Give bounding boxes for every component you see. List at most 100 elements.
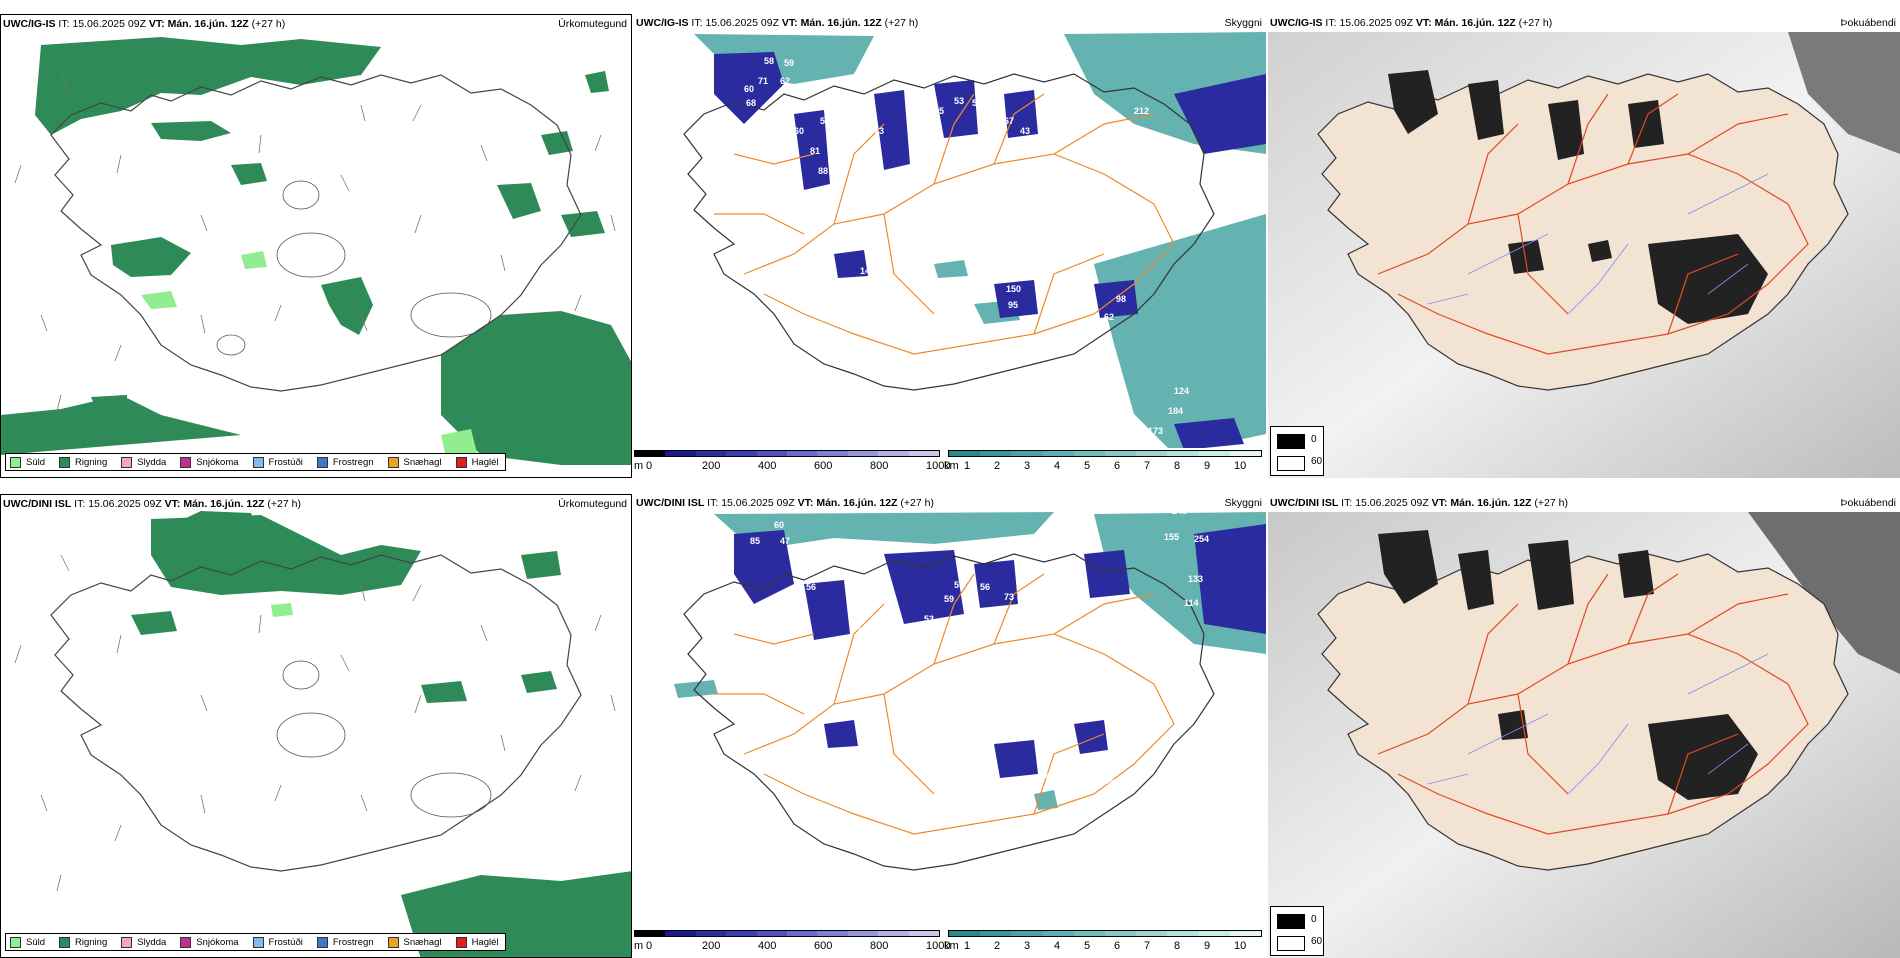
it-label: IT:: [58, 18, 70, 30]
low-vis-area: [874, 90, 910, 170]
fog-index-panel-dini: UWC/DINI ISL IT: 15.06.2025 09Z VT: Mán.…: [1268, 494, 1900, 958]
visibility-value-label: 173: [1148, 426, 1163, 436]
meter-color-bar: [634, 450, 940, 457]
visibility-value-label: 53: [972, 98, 982, 108]
km-tick-label: 1: [964, 460, 971, 472]
meter-unit: m: [634, 940, 644, 952]
visibility-value-label: 184: [1168, 406, 1183, 416]
lead-time: (+27 h): [900, 497, 934, 509]
scale-step: [756, 451, 788, 456]
panel-title: Úrkomutegund: [558, 498, 627, 510]
road-network: [714, 93, 1175, 355]
rain-area: [321, 277, 373, 335]
legend-label: Frostúði: [268, 456, 303, 468]
scale-step: [1167, 451, 1199, 456]
scale-step: [817, 931, 848, 936]
visibility-value-label: 150: [1006, 284, 1021, 294]
precip-map: [14, 511, 631, 957]
fog-dark-area: [1788, 32, 1900, 154]
legend-item: Rigning: [59, 936, 108, 948]
lead-time: (+27 h): [267, 498, 301, 510]
visibility-value-label: 91: [820, 186, 830, 196]
km-tick-label: 10: [1234, 940, 1247, 952]
scale-step: [1011, 451, 1043, 456]
it-label: IT:: [707, 497, 719, 509]
scale-step: [847, 931, 879, 936]
legend-label: Rigning: [75, 936, 108, 948]
legend-label-dark: 0: [1311, 434, 1317, 445]
km-tick-label: 5: [1084, 940, 1091, 952]
km-unit: km: [944, 460, 959, 472]
it-label: IT:: [74, 498, 86, 510]
visibility-value-label: 53: [824, 652, 834, 662]
visibility-value-label: 102: [1146, 504, 1161, 514]
legend-item: Rigning: [59, 456, 107, 468]
km-tick-label: 2: [994, 940, 1001, 952]
drizzle-area: [141, 291, 177, 309]
visibility-value-label: 73: [1038, 770, 1048, 780]
visibility-value-label: 91: [884, 184, 894, 194]
panel-header: UWC/DINI ISL IT: 15.06.2025 09Z VT: Mán.…: [1268, 494, 1900, 512]
init-time: 15.06.2025 09Z: [88, 498, 162, 510]
legend-label: Snæhagl: [403, 936, 442, 948]
road-network: [1377, 93, 1809, 355]
coastline: [683, 73, 1215, 391]
km-tick-label: 1: [964, 940, 971, 952]
meter-tick-label: 600: [814, 940, 833, 952]
legend-swatch: [59, 456, 71, 468]
visibility-value-label: 62: [1104, 312, 1114, 322]
road-network: [714, 573, 1175, 835]
scale-step: [1229, 451, 1262, 456]
valid-time: Mán. 16.jún. 12Z: [183, 498, 265, 510]
glacier-outline: [282, 660, 320, 690]
scale-step: [1136, 931, 1168, 936]
meter-color-bar: [634, 930, 940, 937]
legend-swatch: [121, 936, 133, 948]
visibility-value-label: 254: [1194, 534, 1209, 544]
legend-swatch: [180, 936, 192, 948]
meter-tick-label: 400: [758, 460, 777, 472]
scale-step: [1042, 451, 1074, 456]
visibility-value-label: 53: [820, 116, 830, 126]
model-name: UWC/IG-IS: [636, 17, 689, 29]
legend-label-dark: 0: [1311, 914, 1317, 925]
coastline: [50, 554, 582, 872]
fog-legend: 0 60: [1270, 906, 1324, 956]
scale-step: [1105, 931, 1137, 936]
legend-item: Snæhagl: [387, 456, 442, 468]
km-tick-label: 5: [1084, 460, 1091, 472]
visibility-value-label: 107: [944, 660, 959, 670]
low-vis-area: [1174, 418, 1244, 450]
visibility-value-label: 71: [758, 76, 768, 86]
fog-dense-area: [1648, 234, 1768, 324]
visibility-value-label: 72: [800, 616, 810, 626]
legend-swatch: [180, 456, 192, 468]
legend-swatch: [10, 936, 21, 948]
scale-step: [908, 451, 940, 456]
legend-label: Snjókoma: [196, 936, 239, 948]
fog-dense-area: [1508, 240, 1544, 274]
meter-tick-label: 0: [646, 940, 653, 952]
visibility-value-label: 95: [1008, 300, 1018, 310]
visibility-value-label: 90: [964, 146, 974, 156]
km-tick-label: 4: [1054, 460, 1061, 472]
visibility-value-label: 124: [1174, 386, 1189, 396]
km-tick-label: 7: [1144, 940, 1151, 952]
legend-swatch: [252, 936, 264, 948]
legend-swatch: [121, 456, 133, 468]
fog-dense-area: [1618, 550, 1654, 598]
panel-header: UWC/DINI ISL IT: 15.06.2025 09Z VT: Mán.…: [634, 494, 1266, 512]
legend-swatch: [316, 456, 328, 468]
vt-label: VT:: [781, 17, 798, 29]
fog-dense-area: [1648, 714, 1758, 800]
visibility-value-label: 92: [1032, 610, 1042, 620]
km-color-bar: [948, 450, 1262, 457]
panel-title: Þokuábendi: [1840, 17, 1896, 29]
scale-step: [787, 451, 818, 456]
low-vis-area: [804, 580, 850, 640]
low-vis-area: [884, 550, 964, 624]
legend-item: Haglél: [455, 936, 499, 948]
rain-area: [521, 551, 561, 579]
rain-area: [131, 611, 177, 635]
